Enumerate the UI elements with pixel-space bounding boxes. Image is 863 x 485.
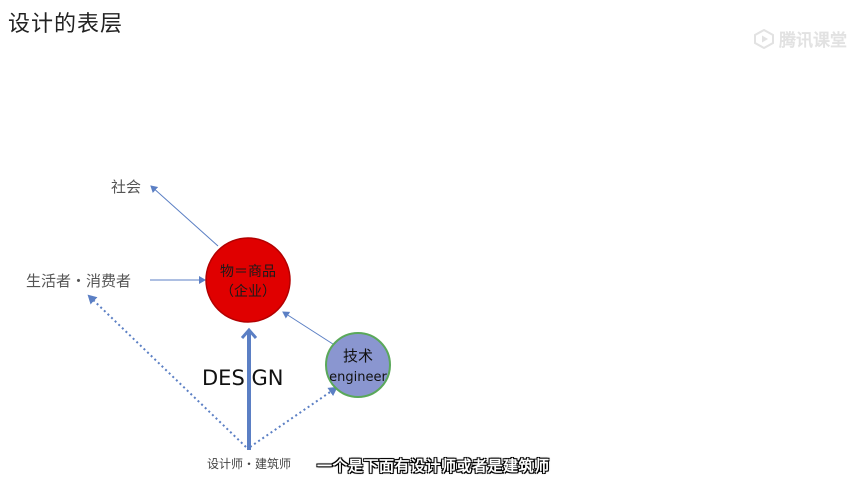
arrow-to-society [150, 185, 219, 247]
tech-label: 技术 [343, 347, 373, 365]
play-logo-icon [754, 28, 774, 49]
product-label: 物＝商品 [220, 264, 276, 280]
designer-label: 设计师・建筑师 [207, 456, 291, 471]
dotted-arrow-to-consumer [87, 294, 247, 448]
watermark: 腾讯课堂 [753, 26, 847, 51]
video-subtitle: 一个是下面有设计师或者是建筑师 [317, 457, 550, 475]
engineer-label: engineer [329, 370, 387, 385]
company-label: （企业） [220, 283, 276, 300]
design-label: DES GN [202, 366, 283, 390]
slide-title: 设计的表层 [8, 12, 124, 37]
watermark-text: 腾讯课堂 [779, 31, 847, 51]
tech-circle [325, 332, 391, 398]
dotted-arrow-to-tech [249, 386, 338, 448]
society-label: 社会 [111, 178, 141, 196]
consumer-label: 生活者・消费者 [26, 272, 131, 290]
product-circle [205, 237, 291, 323]
arrow-tech-to-product [282, 311, 337, 347]
